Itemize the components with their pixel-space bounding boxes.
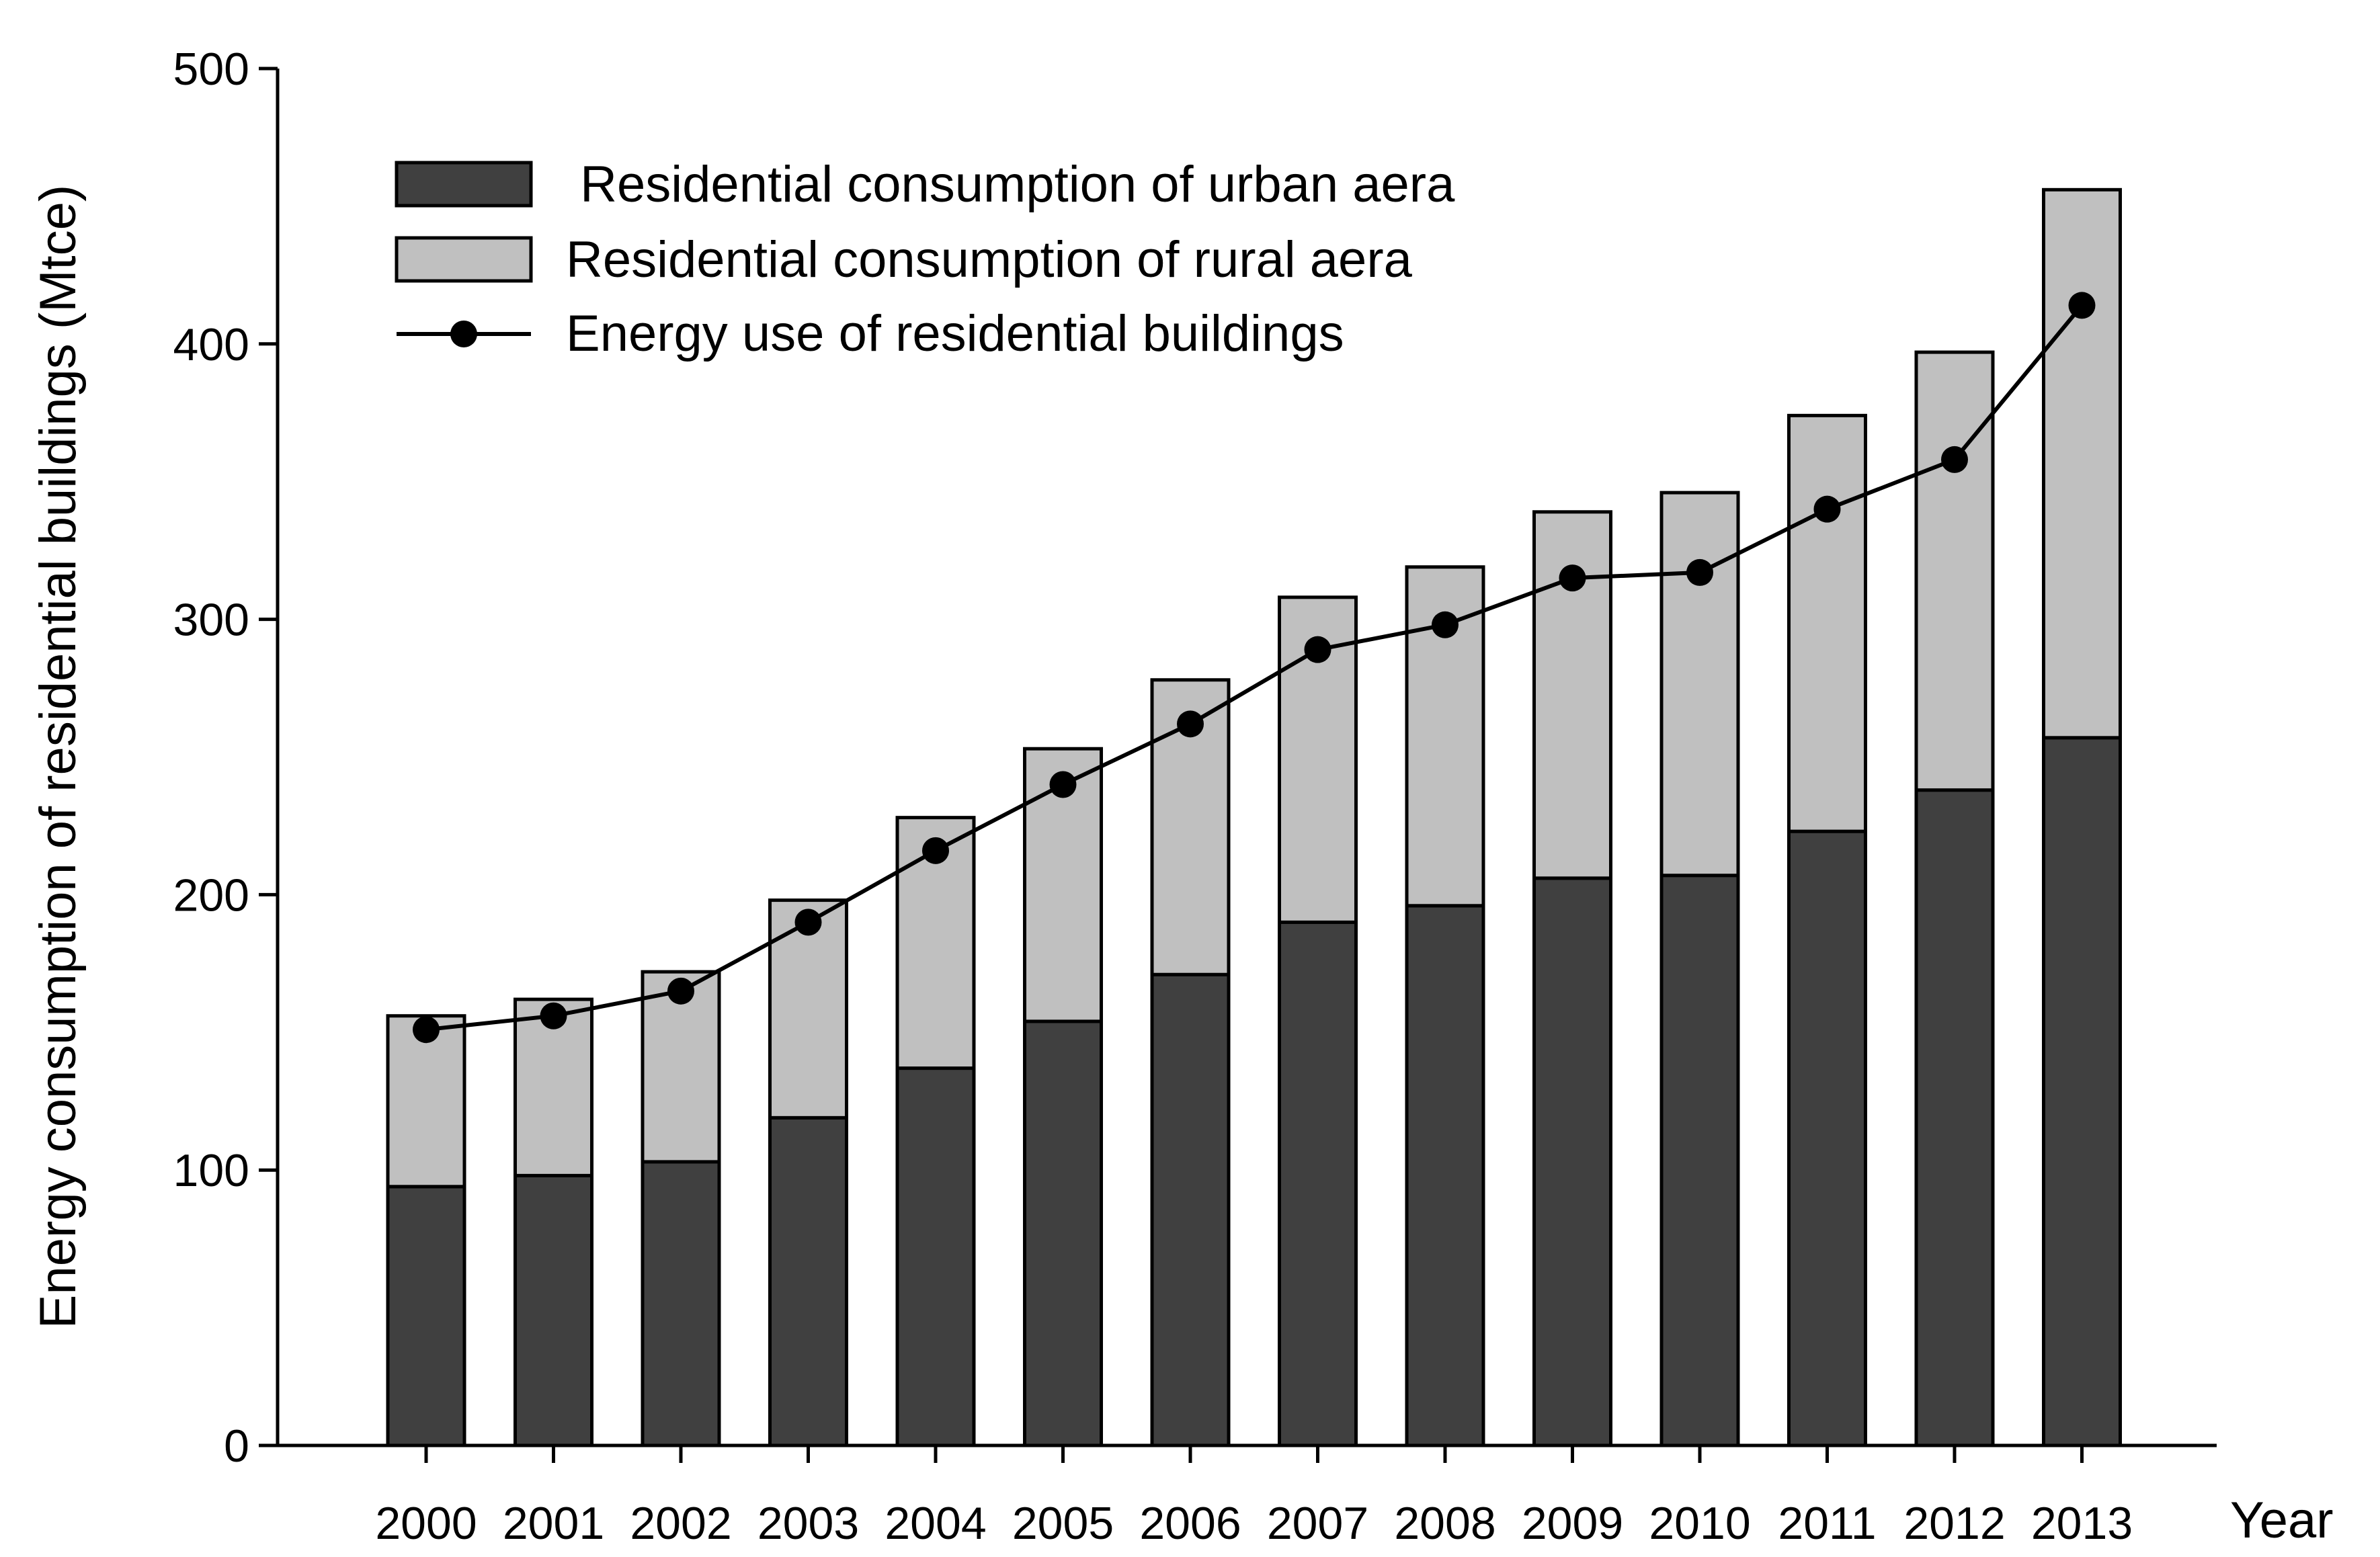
- legend-entry-urban: Residential consumption of urban aera: [395, 156, 1455, 213]
- bar-urban-2007: [1278, 920, 1358, 1447]
- y-tick-label-200: 200: [173, 870, 249, 921]
- y-tick-label-400: 400: [173, 319, 249, 370]
- bar-urban-2002: [641, 1160, 721, 1447]
- legend-label-rural: Residential consumption of rural aera: [566, 231, 1413, 288]
- legend-swatch-rural: [395, 236, 533, 283]
- y-tick-label-300: 300: [173, 595, 249, 646]
- bar-rural-2011: [1787, 413, 1867, 833]
- total-point-2009: [1559, 564, 1586, 592]
- x-tick-label-2005: 2005: [1012, 1498, 1114, 1549]
- bars-layer: [386, 187, 2122, 1447]
- bar-urban-2006: [1150, 972, 1231, 1447]
- legend-label-urban: Residential consumption of urban aera: [566, 156, 1455, 213]
- axes-layer: [276, 69, 2217, 1447]
- y-tick-label-100: 100: [173, 1145, 249, 1196]
- bar-urban-2010: [1659, 874, 1740, 1447]
- total-point-2003: [794, 909, 822, 936]
- x-tick-label-2008: 2008: [1394, 1498, 1495, 1549]
- total-point-2002: [667, 977, 694, 1005]
- bar-urban-2008: [1405, 904, 1485, 1447]
- legend: Residential consumption of urban aera Re…: [395, 156, 1455, 362]
- x-tick-label-2002: 2002: [630, 1498, 731, 1549]
- total-point-2000: [413, 1016, 440, 1044]
- total-point-2013: [2068, 292, 2096, 319]
- x-tick-label-2009: 2009: [1522, 1498, 1623, 1549]
- legend-entry-rural: Residential consumption of rural aera: [395, 231, 1413, 288]
- x-tick-label-2013: 2013: [2031, 1498, 2133, 1549]
- x-tick-label-2007: 2007: [1267, 1498, 1368, 1549]
- bar-rural-2008: [1405, 565, 1485, 908]
- total-point-2008: [1432, 611, 1459, 638]
- x-axis-title: Year: [2230, 1492, 2334, 1549]
- bar-urban-2005: [1023, 1019, 1103, 1447]
- total-line-layer: [413, 292, 2096, 1044]
- total-point-2011: [1813, 495, 1841, 523]
- x-tick-label-2006: 2006: [1139, 1498, 1241, 1549]
- legend-swatch-urban: [395, 161, 533, 208]
- total-point-2001: [540, 1002, 567, 1029]
- x-tick-label-2010: 2010: [1649, 1498, 1750, 1549]
- x-tick-label-2003: 2003: [757, 1498, 859, 1549]
- bar-urban-2011: [1787, 829, 1867, 1447]
- total-point-2007: [1304, 636, 1331, 663]
- x-tick-label-2011: 2011: [1778, 1498, 1876, 1549]
- legend-label-total: Energy use of residential buildings: [566, 305, 1344, 362]
- bar-rural-2013: [2042, 187, 2122, 740]
- x-tick-label-2000: 2000: [375, 1498, 477, 1549]
- bar-urban-2000: [386, 1185, 466, 1447]
- total-point-2012: [1941, 446, 1968, 473]
- bar-urban-2012: [1914, 788, 1995, 1447]
- total-energy-line: [425, 304, 2084, 1032]
- legend-entry-total: Energy use of residential buildings: [397, 305, 1344, 362]
- x-ticks: 2000 2001 2002 2003 2004 2005 2006 2007 2008 2009…: [375, 1445, 2133, 1549]
- total-point-2010: [1686, 558, 1713, 586]
- y-tick-label-0: 0: [224, 1421, 249, 1472]
- bar-urban-2001: [514, 1173, 593, 1447]
- bar-rural-2000: [386, 1014, 466, 1189]
- bar-rural-2012: [1914, 350, 1995, 792]
- y-ticks: 0 100 200 300 400 500: [173, 44, 278, 1472]
- x-tick-label-2001: 2001: [503, 1498, 604, 1549]
- bar-urban-2009: [1532, 876, 1612, 1447]
- bar-urban-2013: [2042, 736, 2122, 1447]
- bar-rural-2004: [895, 816, 976, 1070]
- bar-rural-2010: [1659, 491, 1740, 878]
- total-point-2005: [1049, 771, 1077, 798]
- total-point-2006: [1177, 710, 1204, 738]
- x-tick-label-2012: 2012: [1903, 1498, 2005, 1549]
- bar-urban-2003: [768, 1116, 848, 1447]
- y-tick-label-500: 500: [173, 44, 249, 95]
- legend-marker-total: [450, 321, 477, 347]
- x-tick-label-2004: 2004: [885, 1498, 986, 1549]
- bar-urban-2004: [895, 1066, 976, 1447]
- total-point-2004: [922, 837, 949, 864]
- y-axis-title: Energy consumption of residential buildi…: [30, 185, 87, 1329]
